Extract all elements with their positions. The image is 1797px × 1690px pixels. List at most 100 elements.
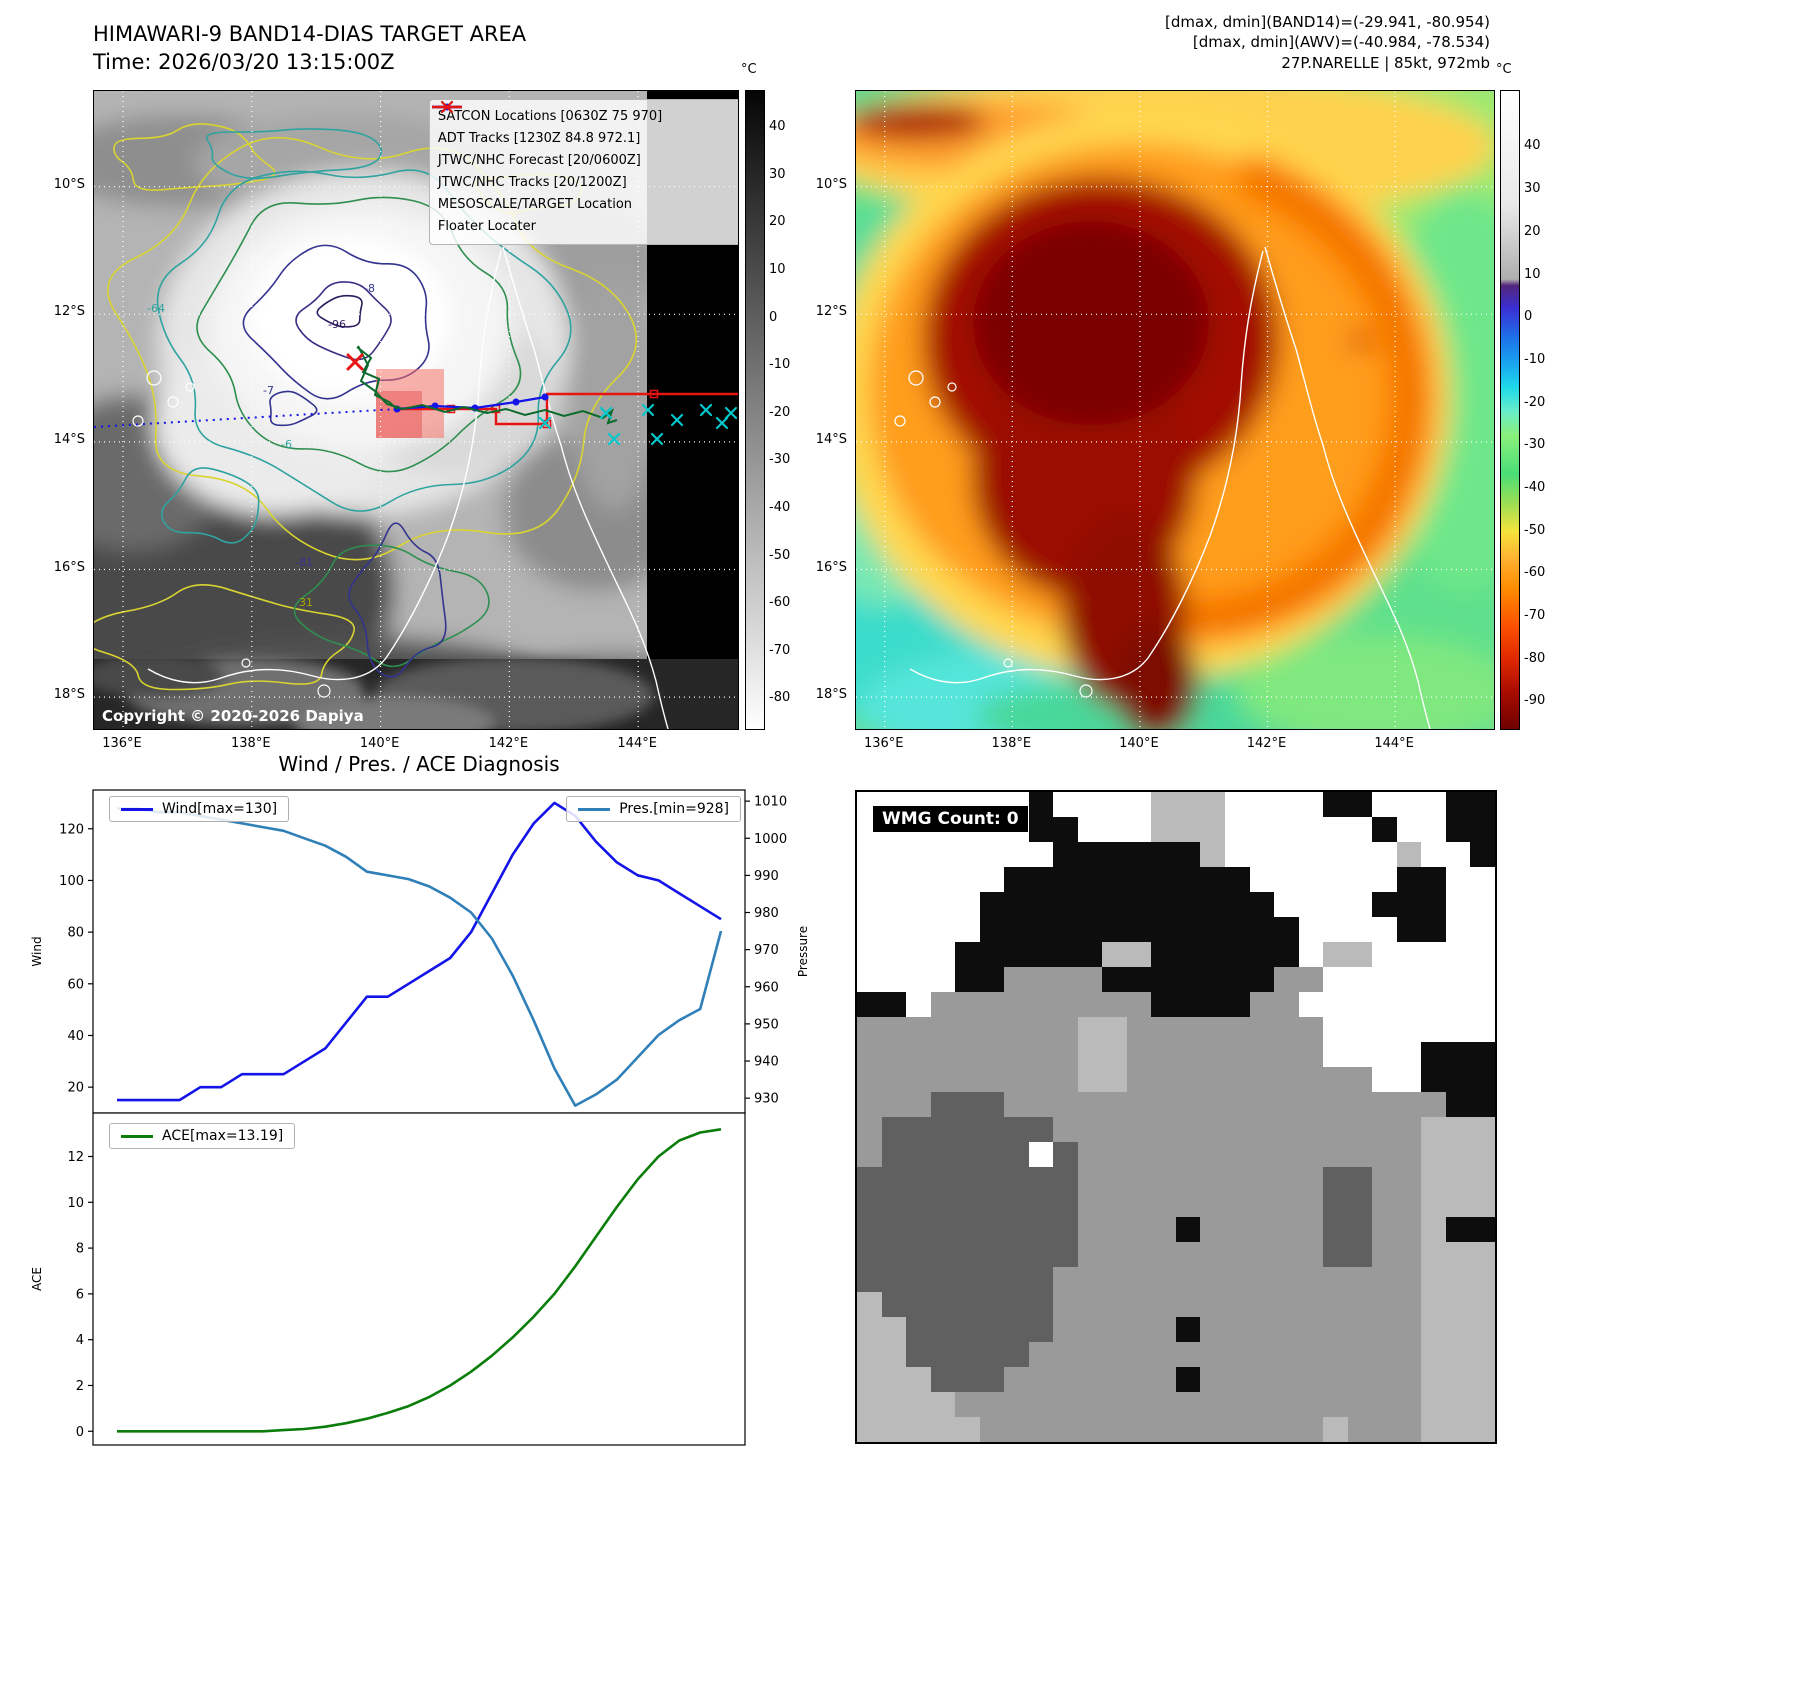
wmg-cell: [1396, 817, 1422, 842]
band14-cb-tick: -40: [769, 499, 791, 515]
svg-text:12: 12: [67, 1150, 84, 1165]
wmg-cell: [1372, 1192, 1397, 1217]
wmg-cell: [1004, 1367, 1029, 1392]
wmg-cell: [1175, 1342, 1201, 1367]
wmg-cell: [1249, 792, 1275, 817]
wmg-cell: [1126, 892, 1152, 917]
legend-text: ACE[max=13.19]: [162, 1128, 284, 1144]
band14-time: Time: 2026/03/20 13:15:00Z: [93, 50, 395, 75]
wmg-cell: [1175, 1417, 1201, 1442]
wmg-cell: [1249, 992, 1275, 1017]
wmg-cell: [1126, 917, 1152, 942]
wmg-cell: [930, 1242, 956, 1267]
wmg-cell: [1323, 967, 1348, 992]
wmg-cell: [1028, 992, 1054, 1017]
wmg-cell: [881, 1042, 907, 1067]
wmg-cell: [1151, 1042, 1176, 1067]
wmg-cell: [1077, 1017, 1103, 1042]
wmg-cell: [857, 1267, 882, 1292]
wmg-cell: [930, 992, 956, 1017]
wmg-cell: [1053, 1267, 1078, 1292]
wmg-cell: [1200, 967, 1225, 992]
wmg-cell: [1102, 817, 1127, 842]
wmg-cell: [1421, 1417, 1446, 1442]
wmg-cell: [1224, 1392, 1250, 1417]
wmg-cell: [1004, 892, 1029, 917]
wmg-cell: [1077, 1167, 1103, 1192]
wmg-cell: [979, 1292, 1005, 1317]
wmg-cell: [1224, 1192, 1250, 1217]
wmg-cell: [1347, 967, 1373, 992]
wmg-row-22: [857, 1342, 1495, 1367]
wmg-cell: [906, 892, 931, 917]
wmg-cell: [1151, 1117, 1176, 1142]
wmg-cell: [1470, 792, 1495, 817]
wmg-cell: [1175, 1242, 1201, 1267]
wmg-cell: [1347, 1367, 1373, 1392]
wmg-cell: [1102, 1092, 1127, 1117]
wmg-cell: [1445, 1217, 1471, 1242]
band14-title-block: HIMAWARI-9 BAND14-DIAS TARGET AREA Time:…: [93, 20, 526, 77]
wmg-cell: [857, 992, 882, 1017]
legend-item-label: Floater Locater: [437, 219, 536, 235]
band14-ytick: 16°S: [53, 559, 85, 575]
wmg-cell: [1470, 1092, 1495, 1117]
wmg-cell: [1126, 992, 1152, 1017]
wmg-cell: [1077, 1092, 1103, 1117]
wmg-cell: [857, 942, 882, 967]
wmg-row-4: [857, 892, 1495, 917]
wmg-cell: [1323, 1292, 1348, 1317]
wmg-cell: [930, 967, 956, 992]
wmg-cell: [1274, 917, 1299, 942]
wmg-cell: [1004, 1017, 1029, 1042]
wmg-cell: [1372, 1367, 1397, 1392]
wmg-cell: [1274, 1217, 1299, 1242]
wmg-cell: [1175, 1167, 1201, 1192]
wmg-cell: [1053, 1217, 1078, 1242]
wmg-cell: [906, 1192, 931, 1217]
wmg-cell: [906, 1267, 931, 1292]
wmg-cell: [881, 1117, 907, 1142]
wmg-cell: [1347, 842, 1373, 867]
wmg-cell: [1053, 842, 1078, 867]
wmg-cell: [857, 1142, 882, 1167]
wmg-cell: [930, 1017, 956, 1042]
wmg-cell: [1347, 1292, 1373, 1317]
wmg-cell: [1053, 817, 1078, 842]
wmg-cell: [1445, 992, 1471, 1017]
wmg-cell: [1004, 1342, 1029, 1367]
svg-text:100: 100: [59, 874, 84, 889]
wmg-cell: [1224, 942, 1250, 967]
wmg-cell: [979, 1167, 1005, 1192]
wmg-cell: [1470, 1067, 1495, 1092]
wmg-cell: [1200, 817, 1225, 842]
wmg-cell: [906, 1417, 931, 1442]
wmg-cell: [1445, 1192, 1471, 1217]
wmg-cell: [906, 1317, 931, 1342]
wmg-cell: [1053, 1092, 1078, 1117]
wmg-cell: [881, 1267, 907, 1292]
wmg-cell: [1347, 1117, 1373, 1142]
band14-xtick: 136°E: [102, 736, 142, 751]
svg-text:-96: -96: [328, 318, 346, 331]
wmg-cell: [1298, 842, 1324, 867]
wmg-row-19: [857, 1267, 1495, 1292]
wmg-row-13: [857, 1117, 1495, 1142]
wmg-cell: [1347, 942, 1373, 967]
wmg-cell: [1249, 1067, 1275, 1092]
wmg-cell: [881, 842, 907, 867]
wmg-cell: [1396, 1342, 1422, 1367]
wmg-cell: [1421, 1317, 1446, 1342]
wmg-cell: [1077, 1392, 1103, 1417]
wmg-cell: [1298, 1117, 1324, 1142]
band14-cb-tick: -60: [769, 595, 791, 611]
wmg-cell: [1200, 1092, 1225, 1117]
svg-text:1010: 1010: [754, 795, 787, 810]
wmg-cell: [1347, 892, 1373, 917]
wmg-cell: [1151, 1342, 1176, 1367]
wmg-cell: [1445, 842, 1471, 867]
wmg-cell: [1470, 1367, 1495, 1392]
wmg-cell: [1421, 1267, 1446, 1292]
wmg-cell: [1421, 1217, 1446, 1242]
wmg-row-5: [857, 917, 1495, 942]
